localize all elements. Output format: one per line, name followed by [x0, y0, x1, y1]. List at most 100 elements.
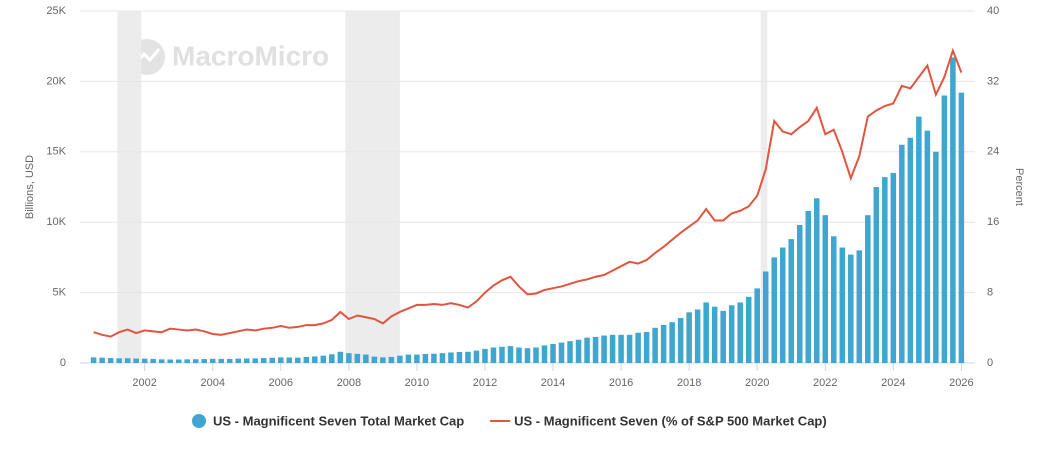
bar — [890, 172, 897, 363]
bar — [175, 359, 182, 363]
bar — [473, 350, 480, 363]
bar — [796, 225, 803, 363]
bar — [158, 359, 165, 363]
bar — [371, 356, 378, 363]
bar — [226, 358, 233, 363]
bar — [295, 357, 301, 363]
y-tick-label: 15K — [46, 146, 66, 158]
bar — [686, 312, 692, 363]
bar — [771, 257, 777, 363]
bar — [839, 247, 846, 363]
bar — [762, 271, 769, 363]
shaded-range — [760, 11, 768, 363]
bar — [754, 288, 760, 363]
bar — [354, 353, 361, 363]
bar — [677, 317, 684, 363]
bar — [788, 239, 795, 363]
bar — [848, 254, 854, 363]
bar — [652, 327, 658, 363]
x-tick-label: 2020 — [745, 377, 769, 389]
bar — [950, 57, 956, 364]
bar — [711, 306, 718, 363]
bar — [329, 354, 335, 363]
bar — [575, 339, 582, 363]
bar — [635, 332, 641, 363]
bar — [499, 346, 505, 363]
bar — [550, 343, 556, 363]
y2-tick-label: 40 — [987, 5, 999, 17]
x-tick-label: 2024 — [881, 377, 905, 389]
y2-axis-title: Percent — [1013, 168, 1025, 206]
y-axis-title: Billions, USD — [24, 155, 36, 219]
bar — [320, 355, 327, 363]
bar — [728, 305, 735, 363]
x-tick-label: 2016 — [609, 377, 633, 389]
bar — [414, 354, 420, 363]
bar — [813, 198, 820, 363]
watermark: MacroMicro — [172, 40, 329, 71]
bar — [533, 347, 539, 363]
bar — [209, 358, 216, 363]
bar — [286, 357, 293, 363]
x-tick-label: 2008 — [337, 377, 361, 389]
bar — [899, 144, 905, 363]
bar — [388, 356, 395, 363]
bar — [669, 322, 675, 363]
bar — [856, 250, 863, 363]
bar — [448, 352, 454, 363]
bar — [660, 324, 667, 363]
bar — [150, 358, 156, 363]
bar — [626, 334, 633, 363]
bar — [380, 357, 386, 363]
bar — [584, 337, 590, 363]
y2-tick-label: 16 — [987, 216, 999, 228]
bar — [865, 215, 871, 363]
bar — [524, 348, 531, 363]
bar — [124, 358, 131, 363]
bar — [558, 342, 565, 363]
bar — [397, 355, 403, 363]
bar — [737, 302, 743, 363]
bar — [618, 334, 624, 363]
bar — [431, 353, 437, 363]
bar — [422, 353, 429, 363]
bar — [192, 359, 199, 363]
bar — [882, 177, 888, 363]
bar — [805, 210, 812, 363]
bar — [822, 215, 829, 363]
y-tick-label: 10K — [46, 216, 66, 228]
bar — [363, 354, 369, 363]
bar — [507, 346, 514, 363]
y2-tick-label: 32 — [987, 75, 999, 87]
y2-tick-label: 24 — [987, 146, 999, 158]
y2-tick-label: 8 — [987, 287, 993, 299]
y-tick-label: 5K — [53, 287, 67, 299]
x-tick-label: 2012 — [473, 377, 497, 389]
x-tick-label: 2004 — [200, 377, 224, 389]
bar — [243, 358, 250, 363]
bar — [260, 358, 267, 363]
bar — [482, 348, 488, 363]
bar — [924, 130, 931, 363]
bar — [831, 236, 837, 363]
bar — [184, 359, 190, 363]
bar — [252, 358, 259, 363]
x-tick-label: 2002 — [132, 377, 156, 389]
bar — [592, 336, 599, 363]
bar — [312, 356, 318, 363]
bar — [90, 357, 97, 363]
bar — [567, 341, 573, 363]
shaded-range — [345, 11, 400, 363]
bar — [337, 351, 344, 363]
bar — [516, 347, 522, 363]
shaded-range — [117, 11, 142, 363]
bar — [779, 247, 786, 363]
bar — [465, 351, 471, 363]
bar — [941, 95, 948, 363]
bar — [916, 116, 922, 363]
bar — [541, 345, 548, 363]
bar — [133, 358, 139, 363]
y2-tick-label: 0 — [987, 357, 993, 369]
